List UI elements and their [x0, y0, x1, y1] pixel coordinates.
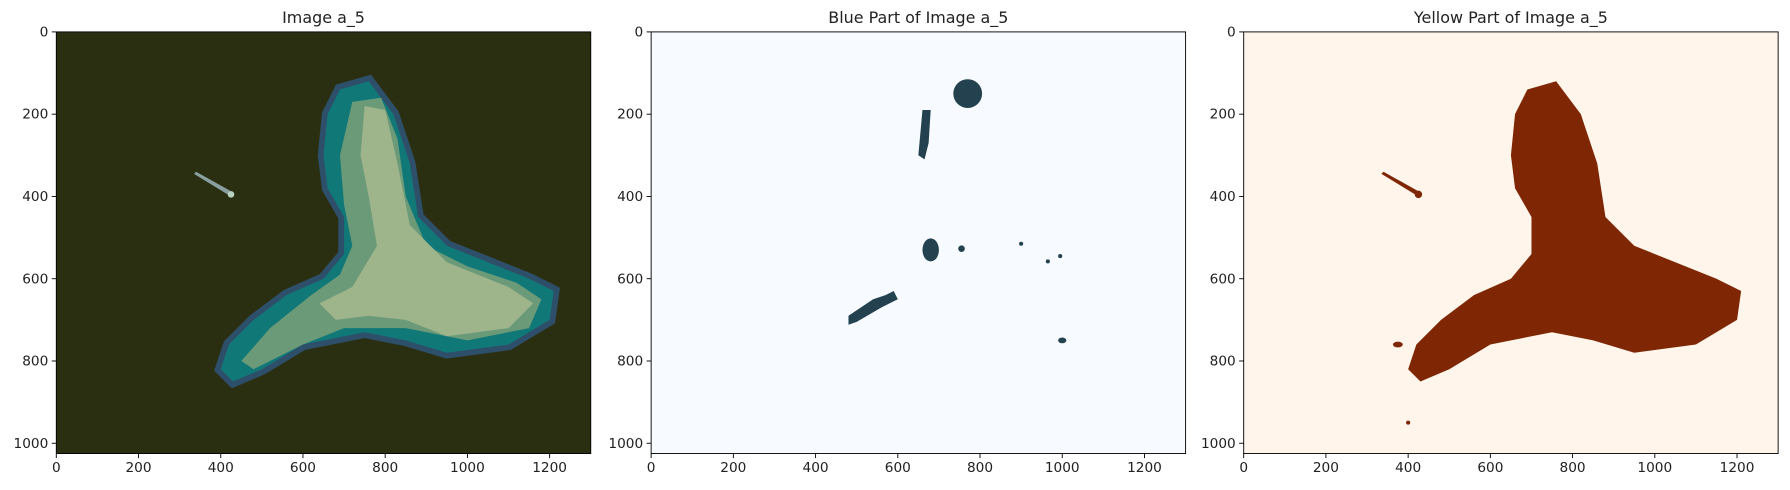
axes-frame	[55, 31, 592, 454]
axes-frame	[1243, 31, 1779, 454]
x-tick-label: 1200	[532, 460, 567, 476]
image-background	[1243, 31, 1779, 454]
y-tick-label: 600	[22, 271, 48, 287]
y-tick-label: 200	[22, 107, 48, 123]
x-tick-label: 0	[52, 460, 61, 476]
y-tick-label: 400	[617, 189, 643, 205]
x-tick-label: 0	[1239, 460, 1248, 476]
x-tick-label: 0	[647, 460, 656, 476]
x-tick-label: 400	[803, 460, 829, 476]
image-background	[651, 31, 1186, 454]
x-tick-label: 400	[208, 460, 234, 476]
axes-title: Image a_5	[282, 8, 365, 28]
axes-title: Blue Part of Image a_5	[828, 8, 1008, 28]
y-tick-label: 200	[1210, 107, 1236, 123]
x-tick-label: 1000	[1637, 460, 1672, 476]
y-tick-label: 0	[1227, 24, 1236, 40]
x-tick-label: 1000	[450, 460, 485, 476]
y-tick-label: 400	[1210, 189, 1236, 205]
x-tick-label: 200	[125, 460, 151, 476]
x-tick-label: 200	[1313, 460, 1339, 476]
axes-frame	[650, 31, 1187, 454]
y-tick-label: 1000	[1201, 436, 1236, 452]
y-tick-label: 0	[40, 24, 49, 40]
x-tick-label: 200	[720, 460, 746, 476]
y-tick-label: 800	[22, 354, 48, 370]
image-content	[194, 81, 554, 381]
image-content	[1381, 81, 1742, 425]
x-tick-label: 600	[1477, 460, 1503, 476]
x-tick-label: 400	[1395, 460, 1421, 476]
x-tick-label: 600	[885, 460, 911, 476]
y-tick-label: 1000	[608, 436, 643, 452]
y-tick-label: 600	[1210, 271, 1236, 287]
x-tick-label: 800	[1560, 460, 1586, 476]
x-tick-label: 1200	[1127, 460, 1162, 476]
axes-title: Yellow Part of Image a_5	[1413, 8, 1608, 28]
image-clip	[194, 81, 554, 381]
y-tick-label: 800	[617, 354, 643, 370]
x-tick-label: 800	[372, 460, 398, 476]
y-tick-label: 1000	[14, 436, 49, 452]
x-tick-label: 1200	[1720, 460, 1755, 476]
y-tick-label: 600	[617, 271, 643, 287]
image-clip	[1381, 81, 1742, 425]
y-tick-label: 0	[634, 24, 643, 40]
x-tick-label: 1000	[1045, 460, 1080, 476]
x-tick-label: 600	[290, 460, 316, 476]
image-background	[56, 31, 591, 454]
y-tick-label: 400	[22, 189, 48, 205]
y-tick-label: 200	[617, 107, 643, 123]
x-tick-label: 800	[967, 460, 993, 476]
y-tick-label: 800	[1210, 354, 1236, 370]
